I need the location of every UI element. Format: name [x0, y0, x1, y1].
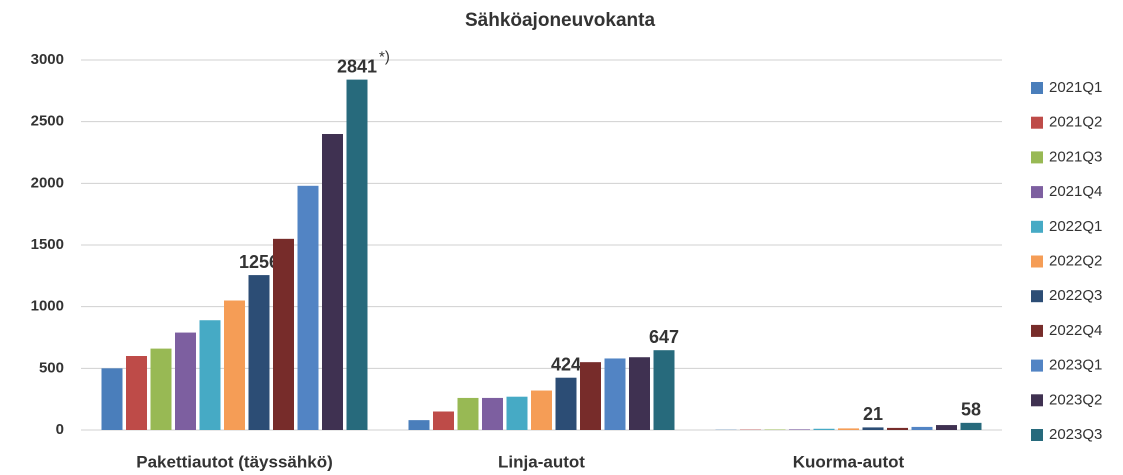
y-tick-label: 2500	[31, 113, 64, 130]
legend-label: 2021Q4	[1049, 183, 1102, 200]
bar	[224, 300, 245, 430]
bar	[322, 134, 343, 430]
legend-label: 2021Q3	[1049, 148, 1102, 165]
bar	[653, 350, 675, 430]
bar	[346, 79, 368, 431]
legend-label: 2021Q1	[1049, 79, 1102, 96]
bar	[629, 357, 650, 430]
annotation: *)	[379, 49, 390, 66]
legend-label: 2022Q1	[1049, 218, 1102, 235]
y-tick-label: 3000	[31, 51, 64, 68]
bar	[936, 425, 957, 430]
bar	[101, 368, 123, 430]
legend-label: 2022Q3	[1049, 287, 1102, 304]
legend-swatch	[1031, 220, 1043, 233]
bar	[408, 420, 430, 430]
bar	[960, 422, 982, 430]
bar	[457, 397, 479, 430]
bar	[273, 238, 294, 430]
legend-label: 2022Q2	[1049, 252, 1102, 269]
x-tick-label: Kuorma-autot	[793, 452, 905, 471]
bar	[531, 390, 552, 430]
legend-label: 2023Q1	[1049, 357, 1102, 374]
value-label: 647	[649, 327, 679, 347]
bar	[838, 428, 859, 430]
bar	[199, 320, 221, 430]
bar	[297, 185, 319, 430]
bar	[887, 427, 908, 430]
y-tick-label: 1500	[31, 236, 64, 253]
legend-label: 2023Q2	[1049, 391, 1102, 408]
y-tick-label: 500	[39, 359, 64, 376]
bar	[175, 332, 196, 430]
legend-swatch	[1031, 290, 1043, 303]
bar	[433, 411, 454, 430]
bar	[604, 358, 626, 430]
bar	[862, 427, 884, 430]
bar	[580, 362, 601, 430]
bar	[555, 377, 577, 430]
y-tick-label: 0	[56, 421, 64, 438]
legend-swatch	[1031, 116, 1043, 129]
legend-label: 2022Q4	[1049, 322, 1102, 339]
x-tick-label: Pakettiautot (täyssähkö)	[136, 452, 333, 471]
value-label: 58	[961, 400, 981, 420]
value-label: 1256	[239, 252, 279, 272]
chart-title: Sähköajoneuvokanta	[465, 10, 655, 31]
legend-swatch	[1031, 82, 1043, 94]
legend-swatch	[1031, 359, 1043, 372]
y-tick-label: 2000	[31, 174, 64, 191]
legend-swatch	[1031, 151, 1043, 164]
legend-label: 2021Q2	[1049, 114, 1102, 131]
value-label: 424	[551, 354, 581, 374]
legend-swatch	[1031, 429, 1043, 441]
legend-swatch	[1031, 394, 1043, 407]
bar	[126, 356, 147, 430]
bar	[789, 429, 810, 430]
bar	[911, 426, 933, 430]
legend-label: 2023Q3	[1049, 426, 1102, 443]
bar	[482, 397, 503, 430]
bar	[813, 428, 835, 430]
legend-swatch	[1031, 324, 1043, 337]
legend-swatch	[1031, 255, 1043, 268]
bar	[150, 348, 172, 430]
bar	[248, 275, 270, 430]
x-tick-label: Linja-autot	[498, 452, 585, 471]
bar	[506, 396, 528, 430]
value-label: 21	[863, 404, 883, 424]
y-tick-label: 1000	[31, 298, 64, 315]
value-label: 2841	[337, 56, 377, 76]
legend-swatch	[1031, 186, 1043, 199]
